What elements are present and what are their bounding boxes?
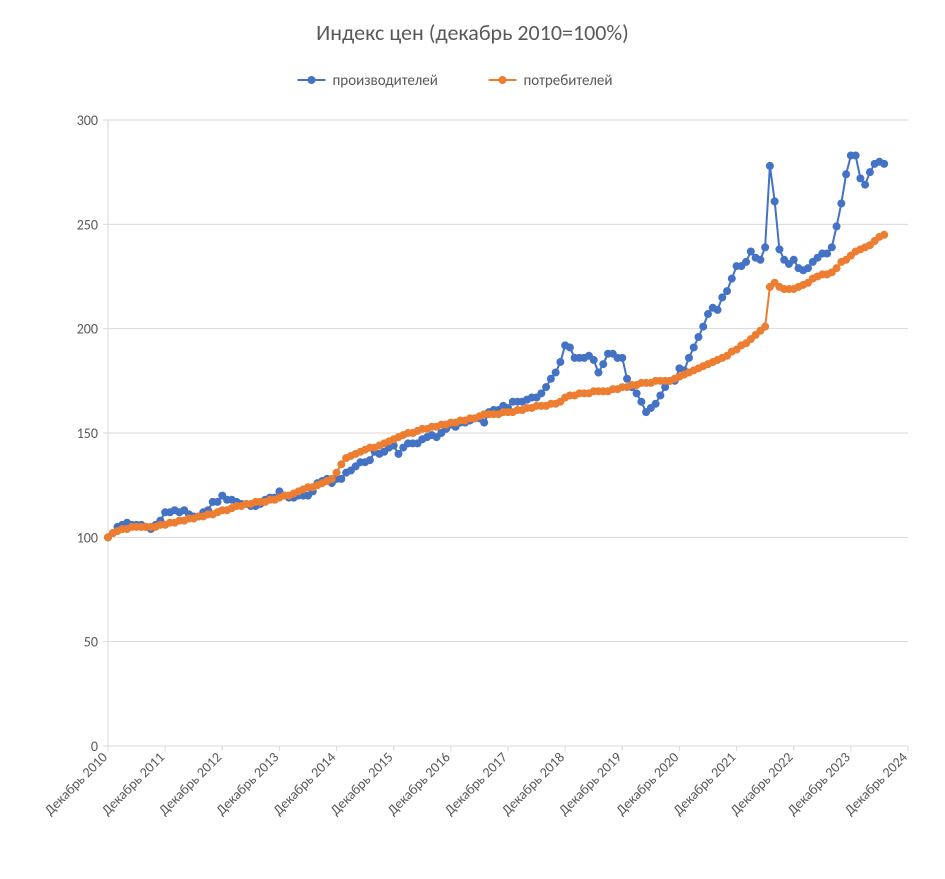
series-marker — [652, 400, 660, 408]
series-marker — [690, 343, 698, 351]
series-marker — [728, 275, 736, 283]
series-marker — [828, 243, 836, 251]
series-line — [108, 156, 884, 538]
series-marker — [333, 469, 341, 477]
series-marker — [723, 287, 731, 295]
legend-label: производителей — [333, 72, 438, 90]
series-marker — [699, 323, 707, 331]
legend-item: производителей — [298, 72, 438, 90]
series-marker — [761, 323, 769, 331]
legend-label: потребителей — [524, 72, 613, 90]
y-tick-label: 100 — [77, 529, 98, 546]
series-marker — [637, 398, 645, 406]
series-marker — [714, 306, 722, 314]
series-marker — [599, 360, 607, 368]
series-marker — [866, 168, 874, 176]
series-marker — [837, 199, 845, 207]
y-tick-label: 50 — [84, 634, 98, 651]
series-marker — [775, 245, 783, 253]
series-marker — [790, 256, 798, 264]
y-tick-label: 200 — [77, 321, 98, 338]
series-marker — [556, 358, 564, 366]
series-marker — [542, 383, 550, 391]
series-marker — [590, 356, 598, 364]
series-marker — [618, 354, 626, 362]
chart-title: Индекс цен (декабрь 2010=100%) — [316, 19, 629, 46]
series-marker — [656, 391, 664, 399]
series-marker — [766, 162, 774, 170]
series-marker — [594, 368, 602, 376]
series-marker — [756, 256, 764, 264]
y-tick-label: 250 — [77, 216, 98, 233]
series-line — [108, 235, 884, 538]
chart-container: Индекс цен (декабрь 2010=100%) производит… — [0, 0, 945, 879]
series-marker — [742, 258, 750, 266]
series-marker — [842, 170, 850, 178]
y-tick-label: 300 — [77, 112, 98, 129]
series-marker — [566, 343, 574, 351]
series-marker — [833, 222, 841, 230]
series-marker — [685, 354, 693, 362]
series-marker — [694, 333, 702, 341]
price-index-chart: Индекс цен (декабрь 2010=100%) производит… — [0, 0, 945, 879]
series-marker — [771, 197, 779, 205]
series-marker — [852, 151, 860, 159]
series-marker — [761, 243, 769, 251]
series-marker — [366, 456, 374, 464]
series-marker — [880, 231, 888, 239]
series-marker — [633, 389, 641, 397]
legend-item: потребителей — [489, 72, 613, 90]
series-marker — [880, 160, 888, 168]
series-marker — [861, 181, 869, 189]
series-marker — [552, 368, 560, 376]
y-tick-label: 150 — [77, 425, 98, 442]
chart-legend: производителей потребителей — [298, 72, 613, 90]
